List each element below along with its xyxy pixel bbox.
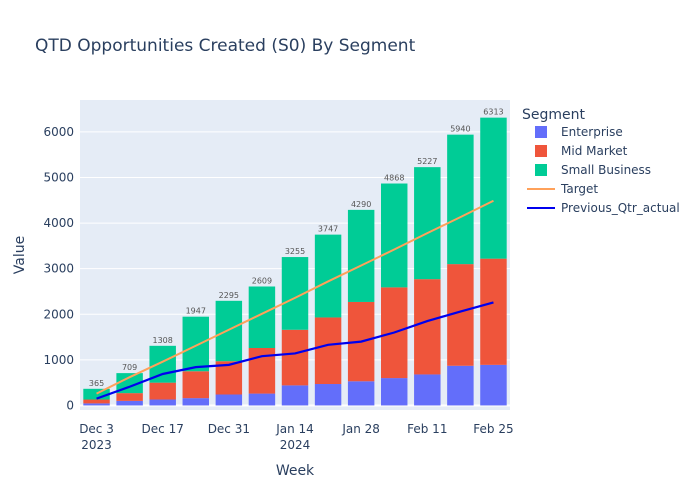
y-tick-label: 1000 bbox=[43, 353, 74, 367]
legend-title: Segment bbox=[522, 107, 586, 123]
y-tick-label: 6000 bbox=[43, 125, 74, 139]
bar-total-label: 5940 bbox=[450, 125, 470, 134]
bar-total-label: 2609 bbox=[252, 277, 272, 286]
bar-small-business[interactable] bbox=[447, 134, 474, 265]
bar-mid-market[interactable] bbox=[116, 393, 143, 401]
y-axis-title: Value bbox=[12, 236, 28, 274]
y-tick-label: 0 bbox=[66, 398, 74, 412]
legend-swatch bbox=[535, 145, 547, 157]
bar-enterprise[interactable] bbox=[414, 374, 441, 406]
legend[interactable]: Enterprise Mid Market Small Business Target… bbox=[527, 125, 680, 215]
bar-small-business[interactable] bbox=[414, 167, 441, 280]
bar-total-labels: 365 709 1308 1947 2295 2609 3255 3747 4290 4868 52… bbox=[89, 108, 504, 388]
bar-total-label: 6313 bbox=[483, 108, 503, 117]
y-tick-labels: 0 1000 2000 3000 4000 5000 6000 bbox=[43, 125, 74, 413]
bar-small-business[interactable] bbox=[314, 234, 342, 318]
bar-small-business[interactable] bbox=[347, 209, 375, 302]
legend-item-small-business[interactable]: Small Business bbox=[535, 163, 651, 177]
bar-mid-market[interactable] bbox=[182, 371, 209, 399]
x-tick-year-label: 2024 bbox=[280, 438, 311, 452]
legend-swatch bbox=[535, 164, 547, 176]
line-previous-qtr-actual[interactable] bbox=[96, 301, 494, 400]
bar-total-label: 365 bbox=[89, 379, 104, 388]
bar-mid-market[interactable] bbox=[480, 258, 507, 365]
bar-small-business[interactable] bbox=[215, 300, 243, 362]
bar-enterprise[interactable] bbox=[381, 378, 408, 406]
bar-mid-market[interactable] bbox=[149, 382, 176, 400]
bar-enterprise[interactable] bbox=[314, 384, 342, 406]
bar-mid-market[interactable] bbox=[314, 317, 342, 385]
bar-enterprise[interactable] bbox=[83, 403, 110, 406]
x-tick-label: Dec 31 bbox=[208, 422, 250, 436]
bar-mid-market[interactable] bbox=[83, 399, 110, 404]
bar-enterprise[interactable] bbox=[182, 398, 209, 406]
x-tick-label: Dec 3 bbox=[79, 422, 114, 436]
x-tick-label: Feb 11 bbox=[407, 422, 447, 436]
legend-item-previous-qtr-actual[interactable]: Previous_Qtr_actual bbox=[527, 201, 680, 215]
x-tick-labels: Dec 3 2023 Dec 17 Dec 31 Jan 14 2024 Jan 28 Feb… bbox=[79, 422, 513, 452]
bar-enterprise[interactable] bbox=[248, 393, 276, 406]
x-tick-label: Dec 17 bbox=[142, 422, 184, 436]
bar-enterprise[interactable] bbox=[215, 394, 243, 406]
x-tick-label: Jan 28 bbox=[341, 422, 380, 436]
x-axis-title: Week bbox=[276, 463, 315, 479]
y-tick-label: 2000 bbox=[43, 307, 74, 321]
bar-enterprise[interactable] bbox=[281, 385, 309, 406]
bar-small-business[interactable] bbox=[480, 117, 507, 259]
line-series[interactable] bbox=[96, 199, 494, 400]
x-tick-year-label: 2023 bbox=[81, 438, 112, 452]
legend-item-mid-market[interactable]: Mid Market bbox=[535, 144, 628, 158]
x-tick-label: Jan 14 bbox=[275, 422, 314, 436]
bar-small-business[interactable] bbox=[381, 183, 408, 288]
bar-total-label: 5227 bbox=[417, 157, 437, 166]
chart-title: QTD Opportunities Created (S0) By Segmen… bbox=[35, 36, 416, 56]
x-tick-label: Feb 25 bbox=[473, 422, 513, 436]
legend-item-enterprise[interactable]: Enterprise bbox=[535, 125, 623, 139]
legend-item-target[interactable]: Target bbox=[527, 182, 598, 196]
bar-series[interactable] bbox=[83, 117, 507, 406]
bar-enterprise[interactable] bbox=[116, 400, 143, 406]
legend-label: Target bbox=[560, 182, 598, 196]
bar-enterprise[interactable] bbox=[480, 364, 507, 406]
legend-label: Small Business bbox=[561, 163, 651, 177]
bar-total-label: 709 bbox=[122, 363, 137, 372]
bar-mid-market[interactable] bbox=[215, 361, 243, 395]
bar-small-business[interactable] bbox=[182, 316, 209, 372]
bar-enterprise[interactable] bbox=[149, 399, 176, 406]
bar-total-label: 1947 bbox=[186, 307, 206, 316]
legend-label: Enterprise bbox=[561, 125, 623, 139]
y-tick-label: 4000 bbox=[43, 216, 74, 230]
bar-total-label: 4290 bbox=[351, 200, 371, 209]
bar-enterprise[interactable] bbox=[447, 365, 474, 406]
y-tick-label: 3000 bbox=[43, 262, 74, 276]
bar-total-label: 1308 bbox=[153, 336, 173, 345]
legend-label: Previous_Qtr_actual bbox=[561, 201, 680, 215]
bar-total-label: 2295 bbox=[219, 291, 239, 300]
bar-mid-market[interactable] bbox=[414, 279, 441, 375]
legend-label: Mid Market bbox=[561, 144, 628, 158]
bar-total-label: 3747 bbox=[318, 225, 338, 234]
y-tick-label: 5000 bbox=[43, 171, 74, 185]
bar-total-label: 4868 bbox=[384, 174, 404, 183]
bar-mid-market[interactable] bbox=[281, 329, 309, 386]
line-target[interactable] bbox=[96, 199, 494, 395]
bar-total-label: 3255 bbox=[285, 247, 305, 256]
legend-swatch bbox=[535, 126, 547, 138]
bar-small-business[interactable] bbox=[83, 388, 110, 400]
bar-enterprise[interactable] bbox=[347, 381, 375, 406]
